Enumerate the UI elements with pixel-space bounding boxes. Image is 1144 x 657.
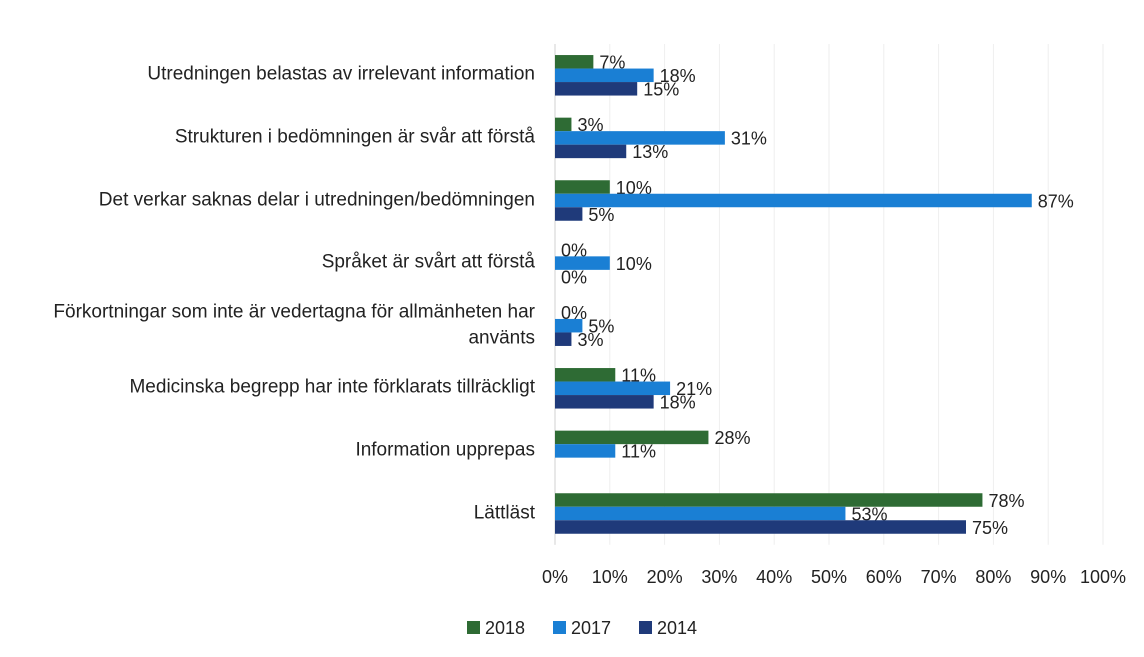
- data-label: 3%: [577, 330, 603, 350]
- category-label: Lättläst: [473, 502, 535, 524]
- x-tick-label: 70%: [921, 567, 957, 587]
- bar: [555, 131, 725, 145]
- category-label: Information upprepas: [355, 439, 535, 461]
- bar: [555, 520, 966, 534]
- data-label: 75%: [972, 518, 1008, 538]
- legend-swatch: [639, 621, 652, 634]
- x-tick-label: 40%: [756, 567, 792, 587]
- data-label: 5%: [588, 205, 614, 225]
- bar: [555, 368, 616, 382]
- legend-label: 2017: [571, 618, 611, 638]
- bar: [555, 395, 654, 409]
- bar: [555, 493, 983, 507]
- data-label: 11%: [621, 366, 656, 386]
- data-label: 15%: [643, 80, 679, 100]
- category-label: Strukturen i bedömningen är svår att för…: [174, 126, 535, 148]
- legend-label: 2018: [485, 618, 525, 638]
- x-tick-label: 90%: [1030, 567, 1066, 587]
- data-label: 18%: [660, 393, 696, 413]
- category-label: Utredningen belastas av irrelevant infor…: [147, 64, 535, 85]
- data-label: 87%: [1038, 191, 1074, 211]
- data-label: 13%: [632, 142, 668, 162]
- data-label: 0%: [561, 303, 587, 323]
- x-tick-label: 80%: [975, 567, 1011, 587]
- bar: [555, 180, 610, 194]
- bar: [555, 444, 616, 458]
- data-label: 7%: [599, 53, 625, 73]
- bar: [555, 193, 1032, 208]
- x-tick-label: 10%: [592, 567, 628, 587]
- data-label: 3%: [577, 115, 603, 135]
- bar: [555, 117, 572, 132]
- bar: [555, 68, 654, 83]
- data-label: 0%: [561, 240, 587, 260]
- data-label: 78%: [988, 491, 1024, 511]
- data-label: 10%: [616, 254, 652, 274]
- data-label: 53%: [851, 504, 887, 524]
- bar: [555, 256, 610, 270]
- x-tick-label: 60%: [866, 567, 902, 587]
- data-label: 21%: [676, 379, 712, 399]
- legend-swatch: [467, 621, 480, 634]
- x-tick-label: 20%: [647, 567, 683, 587]
- bar: [555, 144, 627, 159]
- bar: [555, 318, 583, 333]
- bar: [555, 332, 572, 346]
- legend-swatch: [553, 621, 566, 634]
- category-label: Förkortningar som inte är vedertagna för…: [53, 301, 535, 349]
- x-tick-label: 30%: [701, 567, 737, 587]
- bar: [555, 381, 671, 396]
- category-label: Det verkar saknas delar i utredningen/be…: [98, 189, 535, 211]
- data-label: 18%: [660, 66, 696, 86]
- bar: [555, 82, 638, 96]
- bar: [555, 55, 594, 69]
- bar: [555, 207, 583, 221]
- x-tick-label: 50%: [811, 567, 847, 587]
- category-label: Medicinska begrepp har inte förklarats t…: [129, 377, 535, 398]
- category-label: Språket är svårt att förstå: [321, 251, 535, 273]
- x-tick-label: 100%: [1080, 567, 1126, 587]
- data-label: 0%: [561, 267, 587, 287]
- data-label: 28%: [714, 428, 750, 448]
- legend-label: 2014: [657, 618, 697, 638]
- bar: [555, 506, 846, 521]
- data-label: 5%: [588, 316, 614, 336]
- data-label: 10%: [616, 178, 652, 198]
- bar: [555, 430, 709, 445]
- x-tick-label: 0%: [542, 567, 568, 587]
- data-label: 11%: [621, 442, 656, 462]
- data-label: 31%: [731, 129, 767, 149]
